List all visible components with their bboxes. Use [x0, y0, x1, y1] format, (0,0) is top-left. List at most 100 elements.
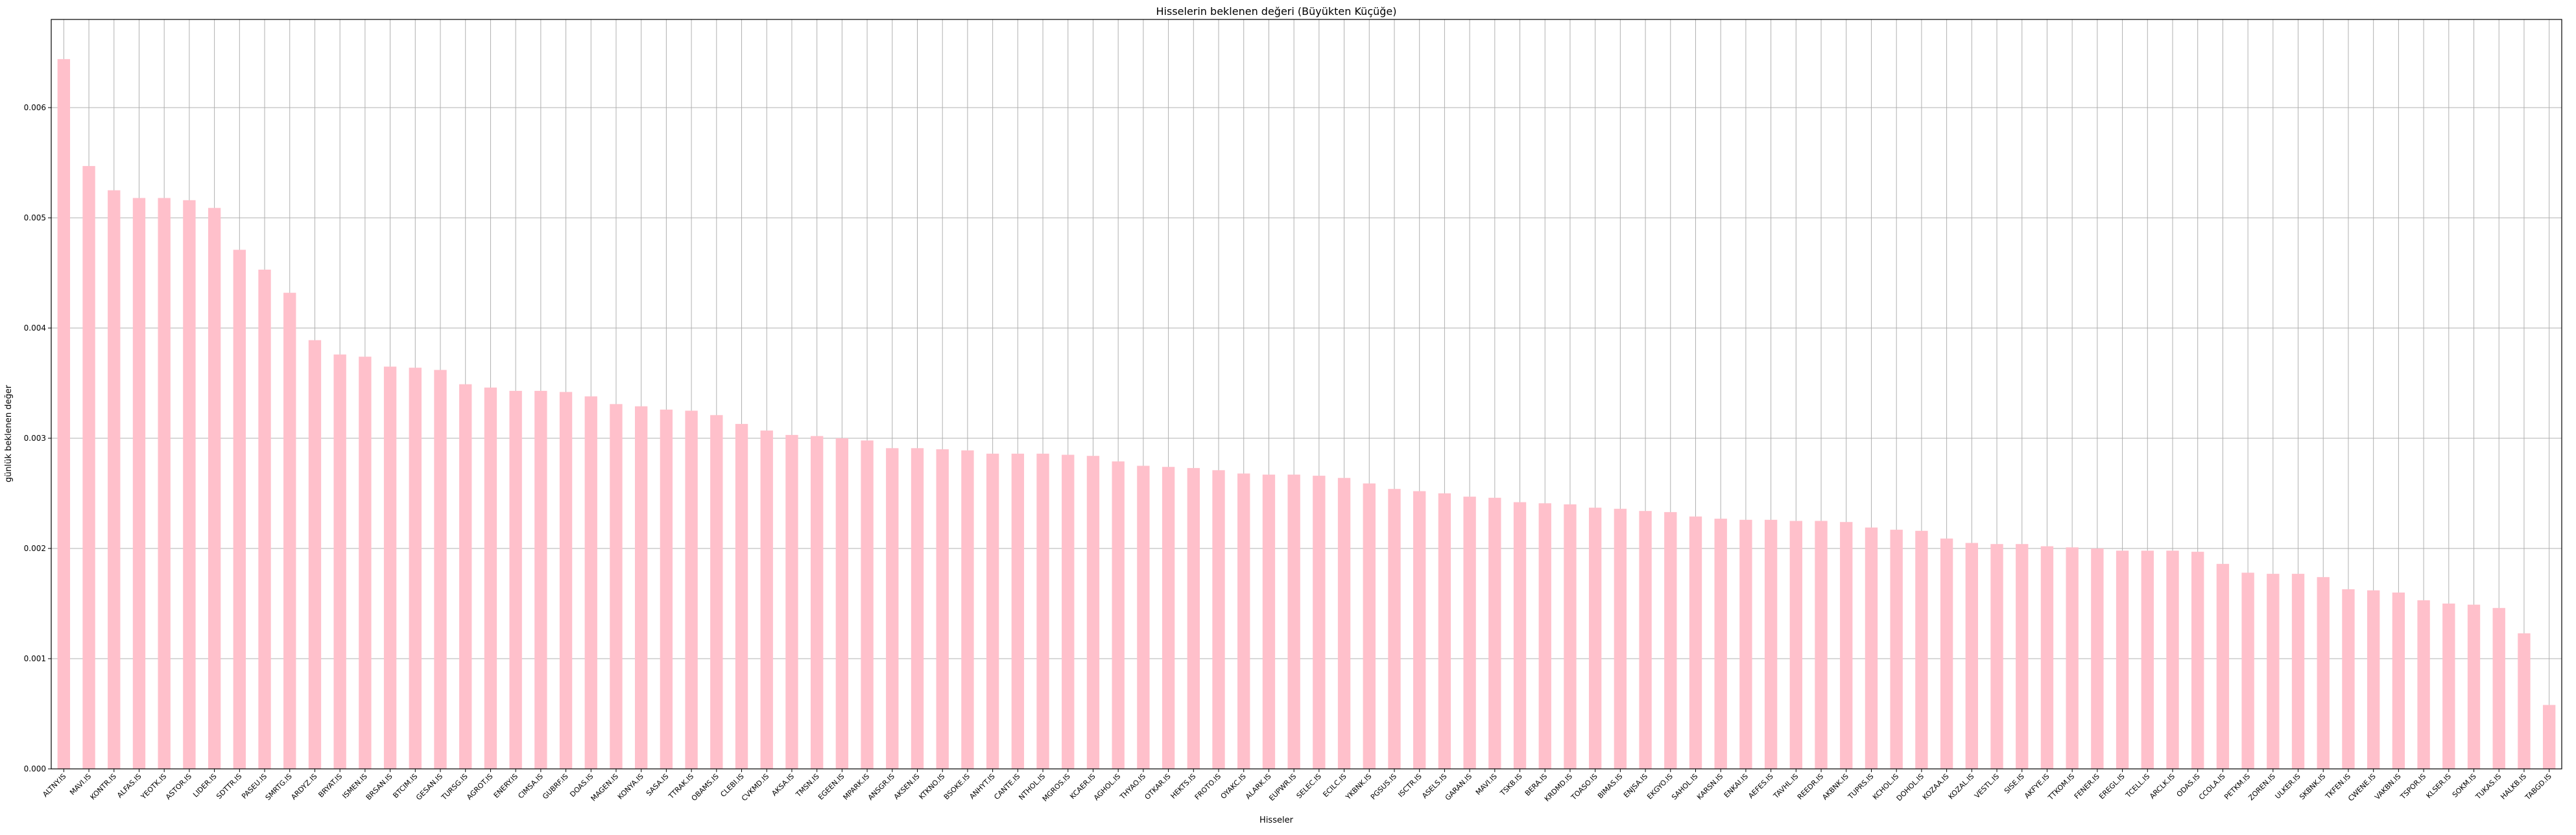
bar: [1086, 456, 1100, 769]
bar: [1062, 454, 1075, 769]
x-tick-label: CCOLA.IS: [2197, 772, 2227, 802]
x-tick-label: TAVHL.IS: [1771, 772, 1800, 801]
x-tick-label: EUPWR.IS: [1267, 772, 1298, 803]
bar: [2342, 589, 2355, 769]
bar: [1890, 530, 1903, 769]
bar: [1588, 508, 1602, 769]
bar: [2442, 604, 2455, 769]
bar: [785, 434, 798, 769]
x-tick-label: ZOREN.IS: [2247, 772, 2276, 802]
bar: [1564, 504, 1577, 769]
x-tick-label: KLSER.IS: [2425, 772, 2453, 800]
bar: [1438, 493, 1451, 769]
x-tick-label: ARCLK.IS: [2148, 772, 2176, 801]
y-tick-label: 0.000: [24, 764, 46, 773]
bar: [2267, 574, 2280, 769]
bar: [2392, 593, 2405, 769]
x-axis: ALTNY.IS MAVI.ISKONTR.ISALFAS.ISYEOTK.ISA…: [41, 769, 2553, 803]
x-tick-label: REEDR.IS: [1796, 772, 1825, 801]
x-tick-label: AEFES.IS: [1747, 772, 1774, 800]
y-axis-label: günlük beklenen değer: [4, 384, 14, 482]
bar: [2066, 547, 2079, 769]
bar: [961, 450, 974, 769]
bar: [1990, 544, 2003, 769]
x-tick-label: OBAMS.IS: [690, 772, 721, 803]
bar: [1162, 467, 1175, 769]
y-tick-label: 0.005: [24, 213, 46, 222]
x-tick-label: KARSN.IS: [1695, 772, 1724, 801]
bar: [2191, 552, 2204, 769]
bar: [1789, 521, 1803, 769]
x-tick-label: CANTE.IS: [992, 772, 1021, 801]
bar: [861, 440, 874, 769]
bar: [1337, 478, 1351, 769]
bar: [1764, 519, 1778, 769]
x-tick-label: FENER.IS: [2073, 772, 2101, 801]
x-tick-label: DOHOL.IS: [1895, 772, 1926, 803]
bar: [2417, 600, 2430, 769]
x-tick-label: GESAN.IS: [414, 772, 444, 802]
bar: [760, 430, 773, 769]
bar: [1865, 527, 1878, 769]
bar: [660, 409, 673, 769]
bar: [1463, 497, 1476, 769]
x-tick-label: TUPRS.IS: [1846, 772, 1876, 801]
x-tick-label: YEOTK.IS: [139, 772, 168, 801]
bar: [2291, 574, 2305, 769]
bar: [409, 368, 422, 769]
bar: [183, 200, 196, 769]
bar: [1313, 475, 1326, 769]
bar: [132, 198, 146, 769]
x-tick-label: EREGL.IS: [2097, 772, 2127, 801]
bar: [2091, 548, 2104, 769]
bars-layer: [57, 59, 2556, 770]
x-tick-label: ALTNY.IS: [41, 772, 67, 799]
x-tick-label: MAGEN.IS: [590, 772, 621, 803]
bar: [1212, 470, 1225, 769]
x-tick-label: SELEC.IS: [1295, 772, 1323, 800]
bar: [1739, 519, 1752, 769]
x-tick-label: BRSAN.IS: [364, 772, 394, 802]
x-tick-label: TABGD.IS: [2523, 772, 2553, 802]
bar: [1815, 521, 1828, 769]
bar: [108, 190, 121, 769]
bar: [610, 404, 623, 769]
bar: [2467, 604, 2481, 769]
bar: [1965, 543, 1978, 769]
bar: [1011, 453, 1025, 769]
bar: [484, 387, 497, 769]
bar: [735, 423, 748, 769]
x-tick-label: SASA.IS: [645, 772, 671, 798]
x-tick-label: ANHYT.IS: [968, 772, 996, 801]
y-tick-label: 0.002: [24, 544, 46, 553]
x-tick-label: MAVI.IS: [68, 772, 93, 797]
bar: [1538, 503, 1551, 769]
bar: [233, 250, 246, 769]
x-tick-label: KONTR.IS: [88, 772, 117, 801]
bar: [936, 449, 949, 769]
x-tick-label: PGSUS.IS: [1369, 772, 1398, 801]
x-tick-label: KONYA.IS: [616, 772, 645, 801]
x-tick-label: KOZAA.IS: [1921, 772, 1951, 802]
bar: [2367, 590, 2380, 769]
y-tick-label: 0.003: [24, 434, 46, 443]
x-tick-label: CWENE.IS: [2346, 772, 2378, 803]
x-tick-label: SISE.IS: [2003, 772, 2026, 795]
x-tick-label: TOASO.IS: [1569, 772, 1599, 802]
bar: [1187, 467, 1200, 769]
x-tick-label: AKSEN.IS: [892, 772, 922, 801]
bar: [308, 340, 322, 769]
bar: [2166, 550, 2179, 769]
x-tick-label: AGHOL.IS: [1092, 772, 1122, 802]
y-tick-label: 0.006: [24, 103, 46, 112]
x-tick-label: TUKAS.IS: [2474, 772, 2503, 801]
x-tick-label: VESTL.IS: [1973, 772, 2001, 800]
bar: [383, 366, 397, 769]
x-tick-label: SMRTG.IS: [264, 772, 294, 802]
x-tick-label: TSPOR.IS: [2398, 772, 2427, 801]
x-tick-label: OTKAR.IS: [1143, 772, 1173, 801]
x-tick-label: BSOKE.IS: [942, 772, 972, 801]
x-tick-label: THYAO.IS: [1118, 772, 1147, 801]
x-tick-label: ANSGR.IS: [866, 772, 896, 802]
bar: [2241, 572, 2254, 769]
